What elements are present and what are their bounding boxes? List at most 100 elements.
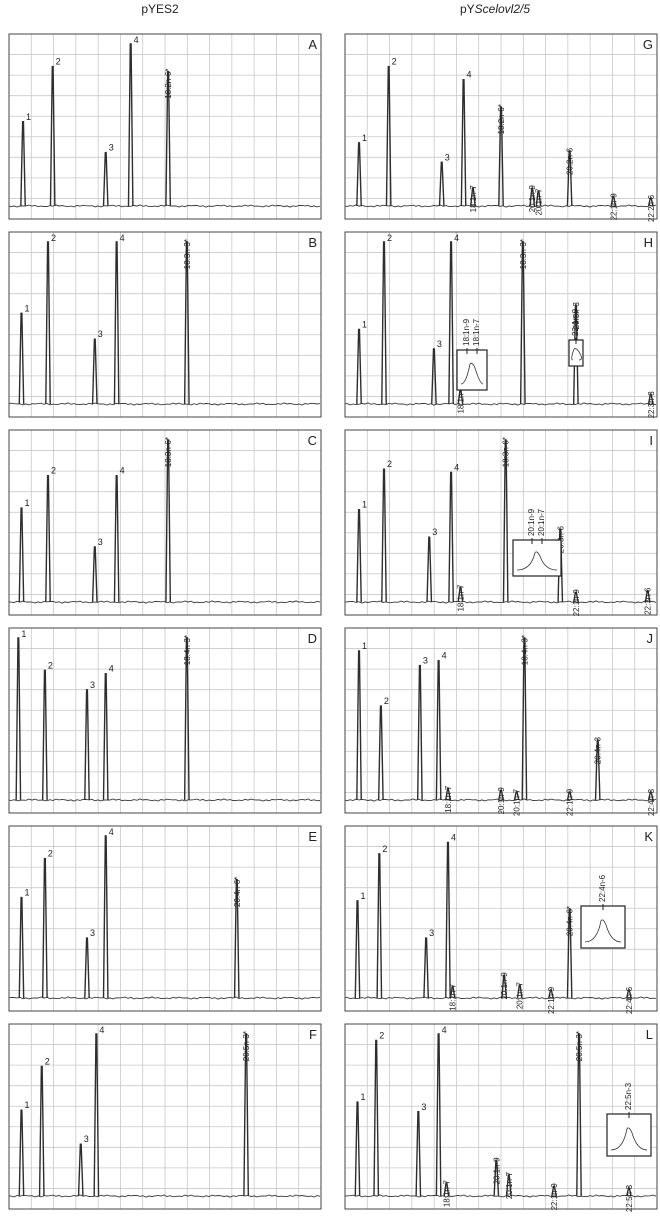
baseline-trace [344, 798, 657, 802]
peak-label-22:3n-3: 22:3n-3 [647, 391, 656, 419]
panel-frame [344, 825, 658, 1012]
peak-2 [376, 853, 383, 999]
peak-label-4: 4 [442, 651, 447, 661]
peak-label-22:5n-3: 22:5n-3 [625, 1184, 634, 1212]
peak-label-18:4n-3*: 18:4n-3* [183, 635, 192, 665]
peak-label-4: 4 [120, 466, 125, 476]
peak-label-22:1n-9: 22:1n-9 [547, 986, 556, 1014]
peak-label-1: 1 [24, 888, 29, 898]
peak-18:3n-3* [519, 241, 526, 405]
panel-frame [8, 627, 322, 814]
peak-4 [448, 241, 454, 405]
peak-label-1: 1 [362, 500, 367, 510]
peak-label-18:4n-3*: 18:4n-3* [520, 635, 529, 665]
peak-label-18:3n-3*: 18:3n-3* [183, 239, 192, 269]
peak-label-3: 3 [432, 527, 437, 537]
peak-label-22:4n-3: 22:4n-3 [647, 788, 656, 816]
column-title-elovl-prefix: pY [459, 2, 475, 16]
peak-2 [49, 65, 56, 207]
peak-3 [84, 689, 90, 801]
peak-label-20:2n-6: 20:2n-6 [566, 147, 575, 175]
peak-22:1n-9 [551, 1185, 557, 1197]
baseline-trace [344, 204, 657, 208]
chromatogram-panel-A: 1 2 3 4 18:2n-6* A [8, 33, 322, 220]
peak-20:2n-6 [566, 150, 573, 207]
chromatogram-panel-G: 1 2 3 4 18:1n-7 18:2n-6* 20:1n-920:1n-7 20:2n-6… [344, 33, 658, 222]
panel-letter: D [308, 631, 317, 646]
inset-frame [606, 1113, 652, 1157]
panel-frame [344, 627, 658, 814]
peak-label-22:1n-9: 22:1n-9 [550, 1183, 559, 1211]
peak-4 [460, 78, 467, 207]
peak-label-4: 4 [120, 233, 125, 243]
panel-frame [8, 1023, 322, 1210]
peak-label-3: 3 [109, 143, 114, 153]
peak-label-2: 2 [392, 57, 397, 67]
peak-label-18:1n-7: 18:1n-7 [444, 785, 453, 813]
inset-trace [584, 919, 622, 943]
baseline-trace [344, 1194, 657, 1198]
peak-2 [38, 1065, 45, 1197]
peak-22:2n-6 [647, 197, 654, 207]
peak-label-22:1n-9: 22:1n-9 [572, 589, 581, 617]
peak-label-18:1n-7: 18:1n-7 [456, 386, 465, 414]
panel-letter: A [308, 37, 317, 52]
peak-label-4: 4 [454, 233, 459, 243]
peak-4 [113, 241, 120, 405]
peak-label-3: 3 [421, 1102, 426, 1112]
peak-label-18:3n-6*: 18:3n-6* [164, 437, 173, 467]
peak-20:1n-7 [516, 984, 523, 999]
peak-label-2: 2 [45, 1056, 50, 1066]
baseline-trace [344, 600, 657, 604]
peak-20:1n-7 [535, 190, 542, 207]
peak-label-18:1n-7: 18:1n-7 [442, 1179, 451, 1207]
peak-20:4n-3 [594, 739, 601, 801]
panel-letter: B [308, 235, 317, 250]
inset-label-18:1n-9: 18:1n-9 [462, 318, 471, 346]
baseline-trace [8, 798, 321, 802]
chromatogram-panel-I: 1 2 3 4 18:1n-7 18:3n-6* 20:3n-6 22:1n-9 22:3n-6… [344, 429, 658, 617]
peak-3 [102, 151, 109, 207]
panel-letter: C [308, 433, 317, 448]
panel-frame [8, 33, 322, 220]
peak-1 [356, 328, 362, 405]
peak-3 [416, 664, 423, 801]
grid [345, 1024, 657, 1209]
grid [9, 628, 321, 813]
baseline-trace [8, 996, 321, 1000]
peak-label-2: 2 [387, 233, 392, 243]
peak-label-18:2n-6*: 18:2n-6* [164, 69, 173, 99]
peak-3 [91, 338, 98, 405]
peak-label-1: 1 [24, 1100, 29, 1110]
inset-trace [460, 362, 484, 385]
inset-frame [580, 905, 626, 949]
grid [9, 34, 321, 219]
chromatogram-panel-D: 1 2 3 4 18:4n-3* D [8, 627, 322, 814]
peak-22:3n-3 [647, 393, 654, 405]
peak-label-20:1n-9: 20:1n-9 [528, 185, 537, 213]
peak-2 [385, 65, 392, 207]
baseline-trace [8, 402, 321, 406]
peak-label-2: 2 [382, 844, 387, 854]
peak-label-20:1n-7: 20:1n-7 [505, 1171, 514, 1199]
panel-letter: K [644, 829, 653, 844]
peak-3 [423, 937, 430, 999]
inset-label-22:4n-6: 22:4n-6 [598, 874, 607, 902]
baseline-trace [344, 402, 657, 406]
peak-22:4n-6 [626, 989, 632, 999]
peak-18:1n-7 [445, 787, 451, 801]
peak-label-3: 3 [445, 152, 450, 162]
peak-label-3: 3 [98, 329, 103, 339]
grid [345, 628, 657, 813]
grid [345, 430, 657, 615]
peak-label-18:1n-7: 18:1n-7 [449, 983, 458, 1011]
peak-label-3: 3 [84, 1134, 89, 1144]
chromatogram-panel-K: 1 2 3 4 18:1n-7 20:1n-9 20:1n-7 22:1n-9 20:4n-6*… [344, 825, 658, 1014]
column-title-elovl: pYScelovl2/5 [335, 2, 655, 16]
peak-4 [435, 1033, 442, 1197]
peak-label-20:5n-3*: 20:5n-3* [575, 1031, 584, 1061]
peak-label-4: 4 [109, 664, 114, 674]
peak-22:4n-3 [647, 791, 654, 801]
peak-1 [15, 637, 22, 801]
grid [9, 826, 321, 1011]
